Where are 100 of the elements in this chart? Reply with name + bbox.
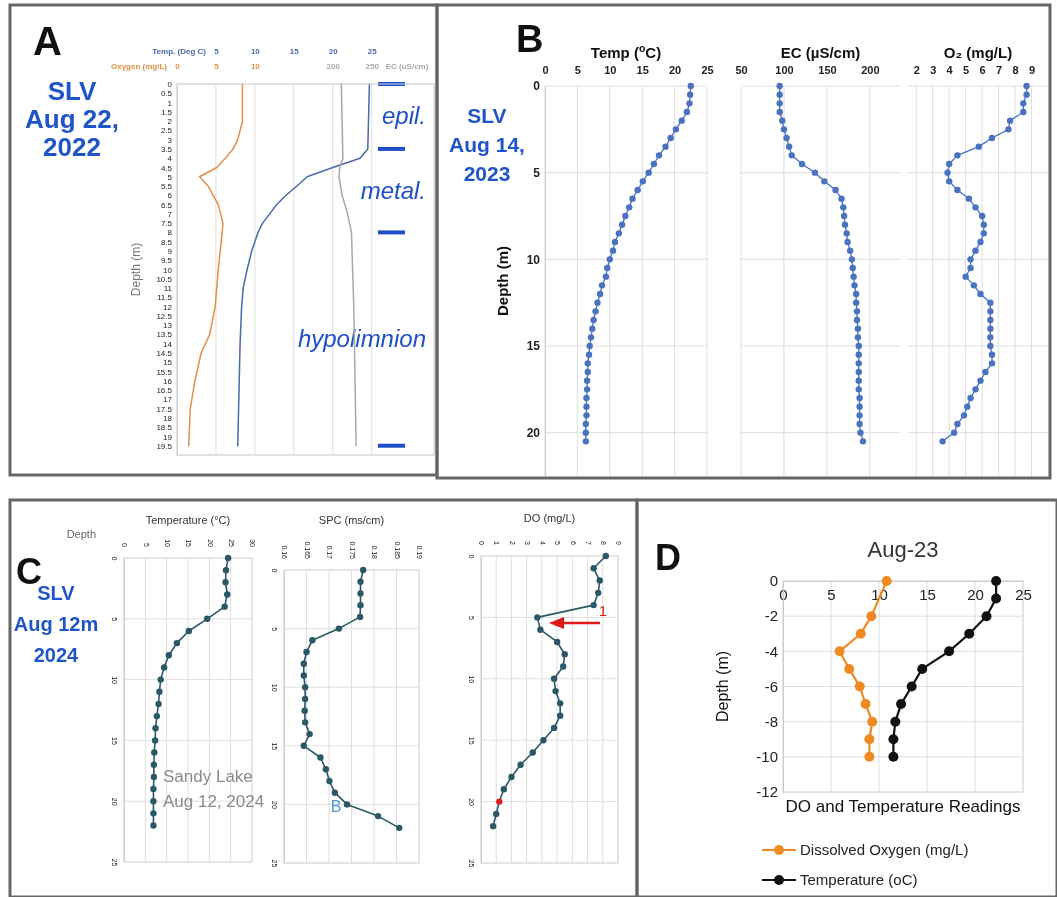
- y-tick-label: 18.5: [156, 423, 173, 433]
- y-tick-label: 5: [167, 172, 173, 182]
- y-tick-label: -10: [756, 748, 778, 766]
- y-tick-label: -6: [764, 677, 778, 695]
- x-tick-label: 10: [250, 47, 261, 56]
- y-tick-label: 7.5: [160, 219, 173, 229]
- y-tick-label: 14: [163, 339, 173, 349]
- x-axis-title: DO and Temperature Readings: [785, 797, 1021, 816]
- y-tick-label: 2.5: [160, 126, 173, 136]
- chart-title: Aug-23: [867, 537, 939, 562]
- y-tick-label: 10: [163, 265, 173, 275]
- y-tick-label: 20: [526, 426, 541, 441]
- x-tick-label: 50: [735, 64, 748, 76]
- y-tick-label: 6: [167, 191, 173, 201]
- y-tick-label: 8.5: [160, 237, 173, 247]
- x-axis-title: O₂ (mg/L): [943, 44, 1013, 61]
- x-tick-label: 7: [996, 64, 1003, 76]
- y-tick-label: 1: [167, 98, 173, 108]
- x-tick-label: 200: [326, 62, 341, 71]
- y-tick-label: -12: [756, 783, 778, 801]
- y-tick-label: 11: [163, 284, 173, 294]
- x-tick-label: 3: [930, 64, 937, 76]
- x-axis-title: EC (µS/cm): [780, 44, 861, 61]
- x-tick-label: 0: [542, 64, 549, 76]
- annotation: metal.: [360, 177, 426, 204]
- y-tick-label: 15: [526, 339, 541, 354]
- x-axis-title: EC (uS/cm): [385, 62, 429, 71]
- y-tick-label: -2: [764, 607, 778, 625]
- y-tick-label: -4: [764, 642, 778, 660]
- x-tick-label: 15: [919, 585, 936, 603]
- annotation: B: [330, 798, 342, 815]
- x-tick-label: 100: [775, 64, 794, 76]
- y-tick-label: 0: [769, 572, 778, 590]
- y-tick-label: 13.5: [156, 330, 173, 340]
- x-tick-label: 5: [827, 585, 836, 603]
- y-tick-label: 19: [163, 432, 173, 442]
- x-tick-label: 5: [963, 64, 970, 76]
- x-tick-label: 250: [365, 62, 380, 71]
- x-tick-label: 5: [214, 47, 220, 56]
- text: B: [516, 18, 544, 60]
- x2-axis-title: Oxygen (mg/L): [110, 62, 168, 71]
- y-tick-label: 10: [526, 252, 541, 267]
- y-tick-label: 18: [163, 413, 173, 423]
- legend-label: Dissolved Oxygen (mg/L): [800, 841, 969, 858]
- annotation: hypolimnion: [297, 325, 426, 352]
- chart-title: DO (mg/L): [523, 512, 576, 524]
- x-tick-label: 25: [701, 64, 714, 76]
- y-tick-label: 0: [167, 80, 173, 90]
- text: SLV Aug 22, 2022: [25, 76, 119, 162]
- text: SLV Aug 14, 2023: [449, 104, 525, 185]
- y-tick-label: 6.5: [160, 200, 173, 210]
- annotation: Sandy Lake Aug 12, 2024: [163, 767, 265, 811]
- x-tick-label: 2: [913, 64, 920, 76]
- y-tick-label: 5.5: [160, 182, 173, 192]
- x-tick-label: 5: [574, 64, 581, 76]
- y-tick-label: 19.5: [156, 441, 173, 451]
- y-axis-title: Depth (m): [129, 242, 143, 297]
- y-tick-label: 4: [167, 154, 173, 164]
- y-tick-label: 5: [533, 166, 541, 181]
- y-tick-label: 0: [533, 79, 541, 94]
- y-tick-label: 16.5: [156, 386, 173, 396]
- y-axis-title: Depth (m): [494, 246, 511, 316]
- x-tick-label: 150: [818, 64, 837, 76]
- y-axis-title: Depth: [66, 528, 96, 540]
- x-tick-label: 4: [946, 64, 954, 76]
- y-tick-label: 15: [163, 358, 173, 368]
- x-tick-label: 9: [1028, 64, 1036, 76]
- y-tick-label: 13: [163, 321, 173, 331]
- x-tick-label: 10: [604, 64, 617, 76]
- y-tick-label: 10.5: [156, 274, 173, 284]
- y-tick-label: 11.5: [157, 293, 173, 303]
- x-tick-label: 25: [1015, 585, 1032, 603]
- annotation: 1: [598, 602, 608, 619]
- x-tick-label: 8: [1012, 64, 1019, 76]
- y-tick-label: 15.5: [156, 367, 173, 377]
- chart-title: Temperature (°C): [145, 514, 231, 526]
- text: D: [655, 537, 681, 578]
- y-tick-label: 2: [167, 117, 173, 127]
- y-tick-label: 8: [167, 228, 173, 238]
- chart-title: SPC (ms/cm): [318, 514, 385, 526]
- text: A: [33, 19, 62, 63]
- y-tick-label: 1.5: [160, 107, 173, 117]
- x-tick-label: 15: [289, 47, 300, 56]
- y-tick-label: 12.5: [156, 311, 173, 321]
- y-tick-label: 17: [163, 395, 173, 405]
- y-tick-label: 3: [167, 135, 173, 145]
- y-tick-label: 3.5: [160, 144, 173, 154]
- x-tick-label: 20: [668, 64, 682, 76]
- annotation: epil.: [381, 102, 426, 129]
- y-tick-label: 7: [167, 209, 173, 219]
- x-tick-label: 20: [967, 585, 984, 603]
- y-tick-label: 0.5: [160, 89, 173, 99]
- legend-label: Temperature (oC): [800, 871, 918, 888]
- y-tick-label: -8: [764, 712, 778, 730]
- x-axis-title: Temp ($^{o}$C): [590, 42, 662, 61]
- x-tick-label: 15: [636, 64, 649, 76]
- y-tick-label: 16: [163, 376, 173, 386]
- x-axis-title: Temp. (Deg C): [152, 47, 207, 56]
- y-tick-label: 4.5: [160, 163, 173, 173]
- x-tick-label: 20: [328, 47, 339, 56]
